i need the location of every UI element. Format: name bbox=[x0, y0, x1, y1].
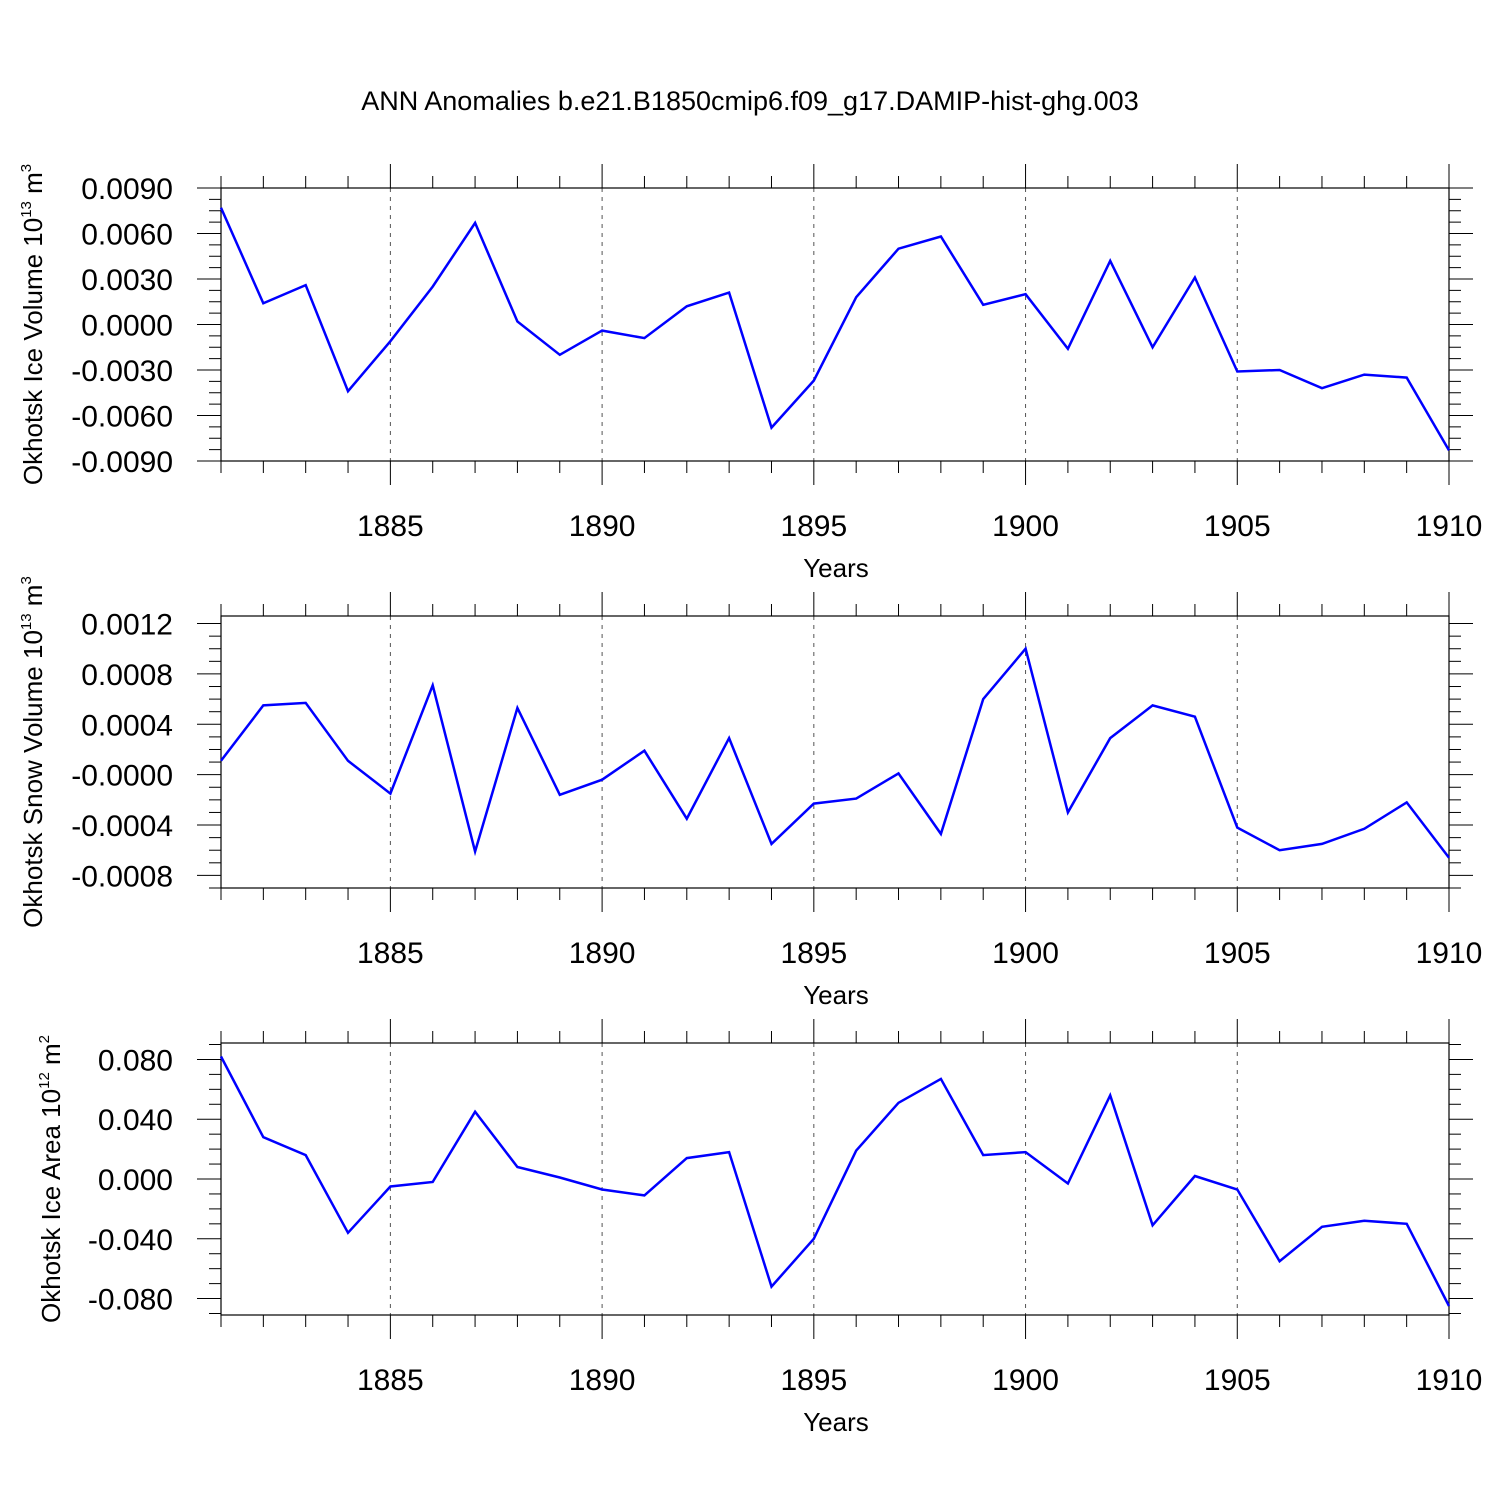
y-tick-label: 0.0030 bbox=[81, 264, 173, 297]
x-tick-label: 1900 bbox=[992, 1364, 1059, 1397]
x-axis-label: Years bbox=[803, 1407, 869, 1437]
y-tick-label: 0.040 bbox=[98, 1104, 173, 1137]
x-tick-label: 1890 bbox=[569, 937, 636, 970]
x-tick-label: 1885 bbox=[357, 510, 424, 543]
series-line bbox=[220, 646, 1450, 859]
x-tick-label: 1910 bbox=[1416, 1364, 1483, 1397]
y-axis-label: Okhotsk Snow Volume 1013 m3 bbox=[18, 576, 48, 928]
y-axis-label: Okhotsk Ice Volume 1013 m3 bbox=[18, 164, 48, 485]
x-axis-label: Years bbox=[803, 980, 869, 1010]
y-tick-label: -0.0008 bbox=[71, 860, 173, 893]
x-tick-label: 1895 bbox=[780, 510, 847, 543]
x-tick-label: 1900 bbox=[992, 510, 1059, 543]
figure-title: ANN Anomalies b.e21.B1850cmip6.f09_g17.D… bbox=[361, 86, 1139, 116]
x-tick-label: 1910 bbox=[1416, 510, 1483, 543]
x-tick-label: 1905 bbox=[1204, 510, 1271, 543]
x-axis-label: Years bbox=[803, 553, 869, 583]
plot-frame bbox=[220, 615, 1450, 889]
y-tick-label: -0.080 bbox=[88, 1284, 173, 1317]
x-tick-label: 1890 bbox=[569, 1364, 636, 1397]
plot-frame bbox=[220, 1042, 1450, 1316]
y-tick-label: 0.000 bbox=[98, 1164, 173, 1197]
y-tick-label: 0.0012 bbox=[81, 609, 173, 642]
y-tick-label: 0.0004 bbox=[81, 709, 173, 742]
chart-panel-3: 0.080 0.040 0.000 -0.040 -0.080 1885 1890 1895 1… bbox=[36, 1019, 1482, 1437]
y-tick-label: 0.0060 bbox=[81, 219, 173, 252]
x-tick-label: 1905 bbox=[1204, 1364, 1271, 1397]
y-tick-label: 0.0008 bbox=[81, 659, 173, 692]
x-tick-label: 1895 bbox=[780, 1364, 847, 1397]
y-tick-label: -0.0090 bbox=[71, 446, 173, 479]
y-tick-label: -0.0000 bbox=[71, 760, 173, 793]
x-tick-label: 1900 bbox=[992, 937, 1059, 970]
y-tick-label: -0.0004 bbox=[71, 810, 173, 843]
chart-panel-2: 0.0012 0.0008 0.0004 -0.0000 -0.0004 -0.0008 1… bbox=[18, 576, 1482, 1010]
y-tick-label: 0.0090 bbox=[81, 173, 173, 206]
x-tick-label: 1895 bbox=[780, 937, 847, 970]
y-tick-label: 0.0000 bbox=[81, 310, 173, 343]
x-tick-label: 1910 bbox=[1416, 937, 1483, 970]
y-tick-label: 0.080 bbox=[98, 1044, 173, 1077]
x-tick-label: 1890 bbox=[569, 510, 636, 543]
y-tick-label: -0.0060 bbox=[71, 401, 173, 434]
series-line bbox=[219, 207, 1451, 452]
y-axis-label: Okhotsk Ice Area 1012 m2 bbox=[36, 1035, 66, 1323]
y-tick-label: -0.0030 bbox=[71, 355, 173, 388]
y-tick-label: -0.040 bbox=[88, 1224, 173, 1257]
x-tick-label: 1885 bbox=[357, 1364, 424, 1397]
series-line bbox=[219, 1055, 1451, 1307]
plot-frame bbox=[220, 187, 1450, 462]
x-tick-label: 1885 bbox=[357, 937, 424, 970]
x-tick-label: 1905 bbox=[1204, 937, 1271, 970]
chart-panel-1: 0.0090 0.0060 0.0030 0.0000 -0.0030 -0.0060 -0… bbox=[18, 164, 1482, 583]
